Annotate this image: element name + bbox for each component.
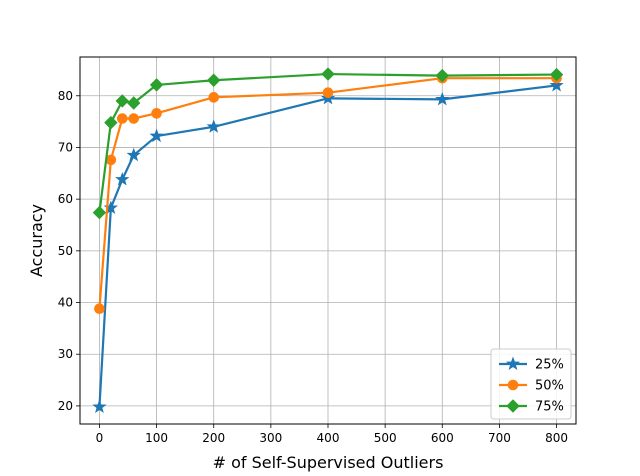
data-point	[115, 172, 130, 186]
data-point	[149, 78, 164, 92]
data-point	[322, 87, 334, 98]
x-tick-label: 100	[145, 431, 168, 445]
legend-item: 50%	[499, 379, 564, 394]
legend-marker	[507, 379, 519, 391]
x-tick-label: 600	[431, 431, 454, 445]
legend-label: 50%	[535, 379, 564, 394]
data-point	[92, 399, 107, 413]
data-point	[115, 94, 129, 108]
data-point	[549, 77, 564, 92]
data-point	[151, 108, 162, 119]
y-tick-label: 40	[58, 296, 73, 310]
x-tick-label: 300	[259, 431, 282, 445]
data-point	[321, 67, 335, 81]
x-tick-label: 0	[96, 431, 104, 445]
y-tick-label: 80	[58, 89, 73, 103]
data-point	[206, 119, 221, 133]
series-3	[92, 67, 564, 220]
series	[92, 67, 564, 413]
data-point	[127, 96, 141, 110]
legend-item: 25%	[499, 356, 564, 373]
data-point	[435, 91, 450, 106]
legend-marker	[505, 356, 521, 371]
data-point	[94, 303, 105, 315]
series-2	[94, 72, 562, 315]
data-point	[549, 67, 564, 82]
legend-label: 75%	[535, 400, 564, 415]
legend-item: 75%	[499, 399, 564, 415]
series-1	[92, 77, 564, 413]
data-point	[126, 147, 141, 162]
data-point	[435, 68, 449, 83]
legend-marker	[506, 399, 520, 413]
x-tick-label: 800	[545, 431, 568, 445]
x-tick-label: 200	[202, 431, 225, 445]
x-axis-label: # of Self-Supervised Outliers	[213, 453, 444, 472]
data-point	[116, 113, 128, 124]
data-point	[128, 113, 140, 124]
y-axis-label: Accuracy	[27, 204, 46, 277]
legend-label: 25%	[535, 358, 564, 373]
x-tick-label: 500	[374, 431, 397, 445]
x-tick-label: 700	[488, 431, 511, 445]
y-tick-label: 60	[58, 192, 73, 206]
y-tick-label: 30	[58, 347, 73, 361]
data-point	[207, 73, 221, 87]
data-point	[149, 128, 164, 143]
data-point	[92, 205, 107, 220]
y-tick-label: 20	[58, 399, 73, 413]
axis-ticks: 0 100 200 300 400 500 600 700 800 20 30 40 50 60 70 80	[58, 89, 568, 445]
x-tick-label: 400	[317, 431, 340, 445]
data-point	[208, 92, 220, 103]
y-tick-label: 70	[58, 140, 73, 154]
legend: 25% 50% 75%	[490, 348, 572, 420]
y-tick-label: 50	[58, 244, 73, 258]
data-point	[104, 115, 118, 130]
grid	[80, 57, 576, 424]
